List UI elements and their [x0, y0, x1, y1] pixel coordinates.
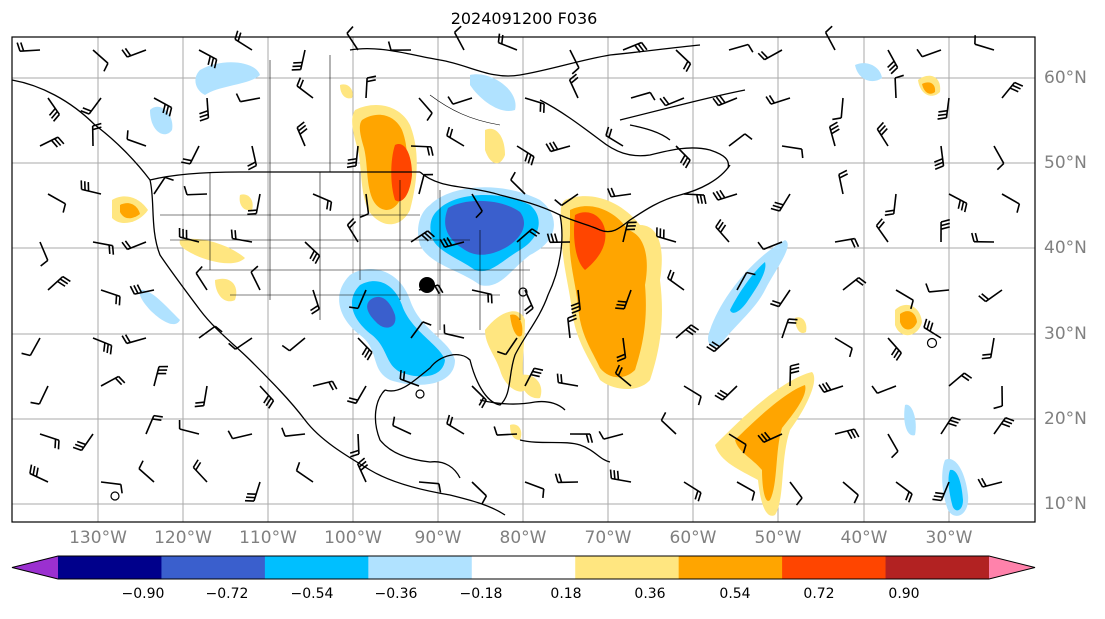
colorbar-segment: [265, 556, 369, 579]
map-title: 2024091200 F036: [0, 9, 1048, 28]
colorbar-tick: −0.90: [122, 586, 165, 602]
colorbar-tick: −0.36: [375, 586, 418, 602]
lon-label: 30°W: [926, 528, 973, 548]
colorbar-tick: 0.90: [888, 586, 919, 602]
lat-label: 60°N: [1044, 68, 1087, 88]
colorbar-segment: [782, 556, 886, 579]
colorbar-tick: 0.18: [550, 586, 581, 602]
lat-label: 10°N: [1044, 494, 1087, 514]
colorbar: [12, 556, 1035, 579]
colorbar-segment: [575, 556, 679, 579]
colorbar-tick: 0.36: [634, 586, 665, 602]
lon-label: 130°W: [69, 528, 127, 548]
colorbar-segment: [886, 556, 990, 579]
lon-label: 40°W: [841, 528, 888, 548]
colorbar-segment: [58, 556, 162, 579]
colorbar-extend-high: [989, 556, 1035, 579]
lon-label: 60°W: [670, 528, 717, 548]
colorbar-tick: −0.18: [460, 586, 503, 602]
lon-label: 70°W: [585, 528, 632, 548]
lat-label: 40°N: [1044, 238, 1087, 258]
colorbar-segment: [161, 556, 265, 579]
lon-label: 80°W: [500, 528, 547, 548]
colorbar-segment: [679, 556, 783, 579]
lon-label: 120°W: [154, 528, 212, 548]
lon-label: 110°W: [239, 528, 297, 548]
colorbar-tick: 0.54: [719, 586, 750, 602]
colorbar-tick: 0.72: [803, 586, 834, 602]
lat-label: 50°N: [1044, 153, 1087, 173]
colorbar-extend-low: [12, 556, 58, 579]
colorbar-tick: −0.54: [291, 586, 334, 602]
lon-label: 100°W: [324, 528, 382, 548]
colorbar-segment: [472, 556, 576, 579]
lat-label: 20°N: [1044, 409, 1087, 429]
colorbar-tick: −0.72: [206, 586, 249, 602]
colorbar-segment: [368, 556, 472, 579]
lon-label: 50°W: [755, 528, 802, 548]
lon-label: 90°W: [415, 528, 462, 548]
station-marker: [419, 277, 435, 293]
lat-label: 30°N: [1044, 324, 1087, 344]
